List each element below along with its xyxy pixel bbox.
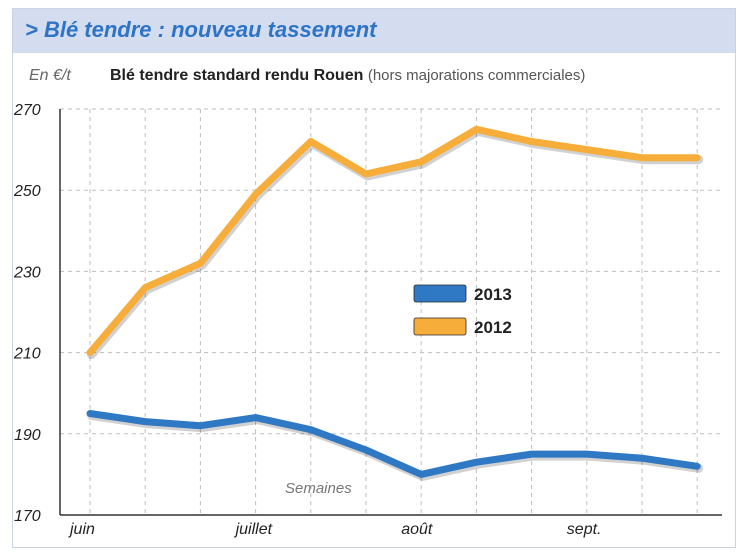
legend-label-2013: 2013 <box>474 285 512 304</box>
legend-swatch-2012 <box>413 317 467 336</box>
y-tick-label: 270 <box>13 102 41 119</box>
y-tick-label: 230 <box>13 264 41 281</box>
y-tick-label: 170 <box>14 508 41 525</box>
y-tick-label: 210 <box>13 346 41 363</box>
plot-area <box>60 109 722 515</box>
series-line-2013 <box>86 410 701 478</box>
chart-title: Blé tendre standard rendu Rouen <box>110 67 364 84</box>
series-line-2012 <box>86 125 701 357</box>
header-bar: > Blé tendre : nouveau tassement <box>13 9 735 53</box>
x-axis-title: Semaines <box>285 480 352 497</box>
chart-subtitle: (hors majorations commerciales) <box>367 67 586 84</box>
legend-label-2012: 2012 <box>474 318 512 337</box>
page-title: > Blé tendre : nouveau tassement <box>25 17 377 42</box>
y-tick-label: 250 <box>13 183 41 200</box>
legend-swatch-2013 <box>413 284 467 303</box>
y-tick-label: 190 <box>14 427 41 444</box>
x-tick-label-juillet: juillet <box>234 521 273 538</box>
y-axis-unit-label: En €/t <box>29 67 71 84</box>
chart-title-line: Blé tendre standard rendu Rouen (hors ma… <box>110 67 585 85</box>
x-tick-label-juin: juin <box>68 521 95 538</box>
x-tick-label-sept: sept. <box>567 521 602 538</box>
x-tick-label-août: août <box>401 521 433 538</box>
